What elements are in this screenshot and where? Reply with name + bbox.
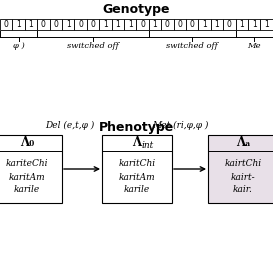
Bar xyxy=(186,19,198,30)
Bar xyxy=(37,19,50,30)
Text: karile: karile xyxy=(124,185,150,194)
Text: 0: 0 xyxy=(140,20,145,29)
Text: 1: 1 xyxy=(29,20,33,29)
Text: 0: 0 xyxy=(78,20,83,29)
Text: Λ: Λ xyxy=(132,136,142,150)
Text: int: int xyxy=(142,141,154,150)
Bar xyxy=(211,19,223,30)
Bar xyxy=(161,19,174,30)
Text: kairt-: kairt- xyxy=(231,173,255,182)
Text: 0: 0 xyxy=(53,20,58,29)
Bar xyxy=(236,19,248,30)
Text: 1: 1 xyxy=(239,20,244,29)
Text: kairtChi: kairtChi xyxy=(224,159,262,168)
Bar xyxy=(198,19,211,30)
Bar xyxy=(0,19,12,30)
Text: φ ): φ ) xyxy=(13,42,25,50)
Bar xyxy=(87,19,99,30)
Text: 0: 0 xyxy=(190,20,195,29)
Text: 1: 1 xyxy=(215,20,219,29)
Bar xyxy=(174,19,186,30)
Text: switched off: switched off xyxy=(67,42,119,50)
Text: kariteChi: kariteChi xyxy=(6,159,48,168)
Text: Λ₀: Λ₀ xyxy=(20,136,34,150)
Text: 1: 1 xyxy=(103,20,108,29)
Text: 0: 0 xyxy=(227,20,232,29)
Bar xyxy=(260,19,273,30)
Bar xyxy=(248,19,260,30)
Text: 0: 0 xyxy=(165,20,170,29)
Text: switched off: switched off xyxy=(166,42,218,50)
Bar xyxy=(124,19,136,30)
Bar xyxy=(75,19,87,30)
Text: karitAm: karitAm xyxy=(119,173,155,182)
Bar xyxy=(99,19,112,30)
FancyBboxPatch shape xyxy=(102,135,172,203)
Bar xyxy=(149,19,161,30)
Text: Del (e,t,φ ): Del (e,t,φ ) xyxy=(45,120,95,130)
Bar xyxy=(25,19,37,30)
Text: 0: 0 xyxy=(177,20,182,29)
Text: karile: karile xyxy=(14,185,40,194)
Text: karitChi: karitChi xyxy=(118,159,156,168)
Text: karitAm: karitAm xyxy=(9,173,45,182)
Text: 1: 1 xyxy=(128,20,133,29)
Bar xyxy=(112,19,124,30)
Bar xyxy=(62,19,75,30)
Text: 0: 0 xyxy=(91,20,96,29)
Text: 1: 1 xyxy=(252,20,257,29)
FancyBboxPatch shape xyxy=(0,135,62,203)
Bar xyxy=(136,19,149,30)
Text: kair.: kair. xyxy=(233,185,253,194)
Text: Me: Me xyxy=(247,42,261,50)
Text: Genotype: Genotype xyxy=(102,3,170,16)
Text: Met (ri,φ,φ ): Met (ri,φ,φ ) xyxy=(152,120,208,130)
Text: Phenotype: Phenotype xyxy=(98,121,174,134)
Bar xyxy=(223,19,236,30)
Bar xyxy=(12,19,25,30)
Text: 0: 0 xyxy=(4,20,9,29)
Text: 1: 1 xyxy=(66,20,71,29)
Text: 1: 1 xyxy=(264,20,269,29)
Text: 1: 1 xyxy=(202,20,207,29)
FancyBboxPatch shape xyxy=(208,135,273,203)
Text: 1: 1 xyxy=(153,20,157,29)
Text: 1: 1 xyxy=(115,20,120,29)
Bar xyxy=(50,19,62,30)
Text: Λₐ: Λₐ xyxy=(236,136,250,150)
Text: 1: 1 xyxy=(16,20,21,29)
Text: 0: 0 xyxy=(41,20,46,29)
